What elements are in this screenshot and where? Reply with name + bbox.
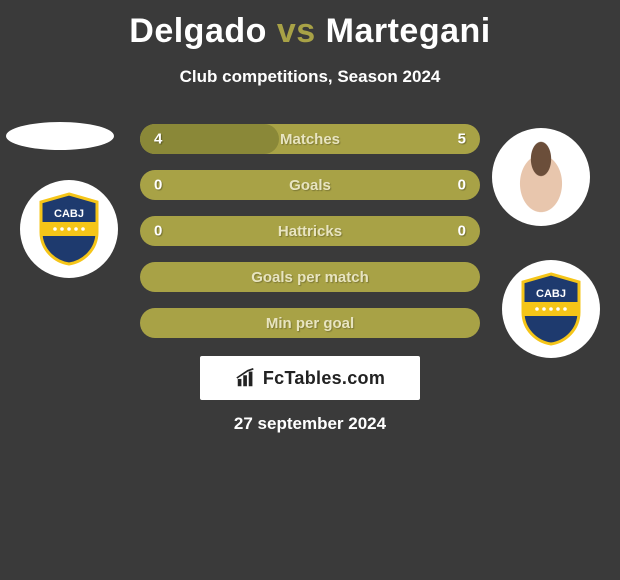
shield-icon: CABJ [37,192,101,266]
stat-label: Goals [289,177,331,194]
player1-avatar [6,122,114,150]
player2-avatar [492,128,590,226]
stat-label: Matches [280,131,340,148]
stat-label: Goals per match [251,269,369,286]
stat-row: 0 Hattricks 0 [140,216,480,246]
stat-row: Goals per match [140,262,480,292]
stat-left-value: 4 [154,131,162,148]
player1-club-crest: CABJ [20,180,118,278]
date-caption: 27 september 2024 [0,414,620,434]
bar-chart-icon [235,367,257,389]
avatar-face-icon [506,136,576,218]
brand-box: FcTables.com [200,356,420,400]
brand-text: FcTables.com [263,368,385,389]
stat-label: Hattricks [278,223,342,240]
stats-panel: 4 Matches 5 0 Goals 0 0 Hattricks 0 Goals per mat… [140,124,480,354]
stat-left-value: 0 [154,177,162,194]
stat-right-value: 0 [458,177,466,194]
shield-icon: CABJ [519,272,583,346]
subtitle: Club competitions, Season 2024 [0,67,620,87]
stat-right-value: 0 [458,223,466,240]
page-title: Delgado vs Martegani [0,0,620,51]
stat-label: Min per goal [266,315,354,332]
svg-text:CABJ: CABJ [536,288,566,300]
svg-text:CABJ: CABJ [54,208,84,220]
stat-row: 4 Matches 5 [140,124,480,154]
stat-row: Min per goal [140,308,480,338]
stat-left-value: 0 [154,223,162,240]
title-vs: vs [277,12,316,50]
player2-club-crest: CABJ [502,260,600,358]
title-player1: Delgado [129,12,267,50]
title-player2: Martegani [326,12,491,50]
stat-row: 0 Goals 0 [140,170,480,200]
stat-right-value: 5 [458,131,466,148]
